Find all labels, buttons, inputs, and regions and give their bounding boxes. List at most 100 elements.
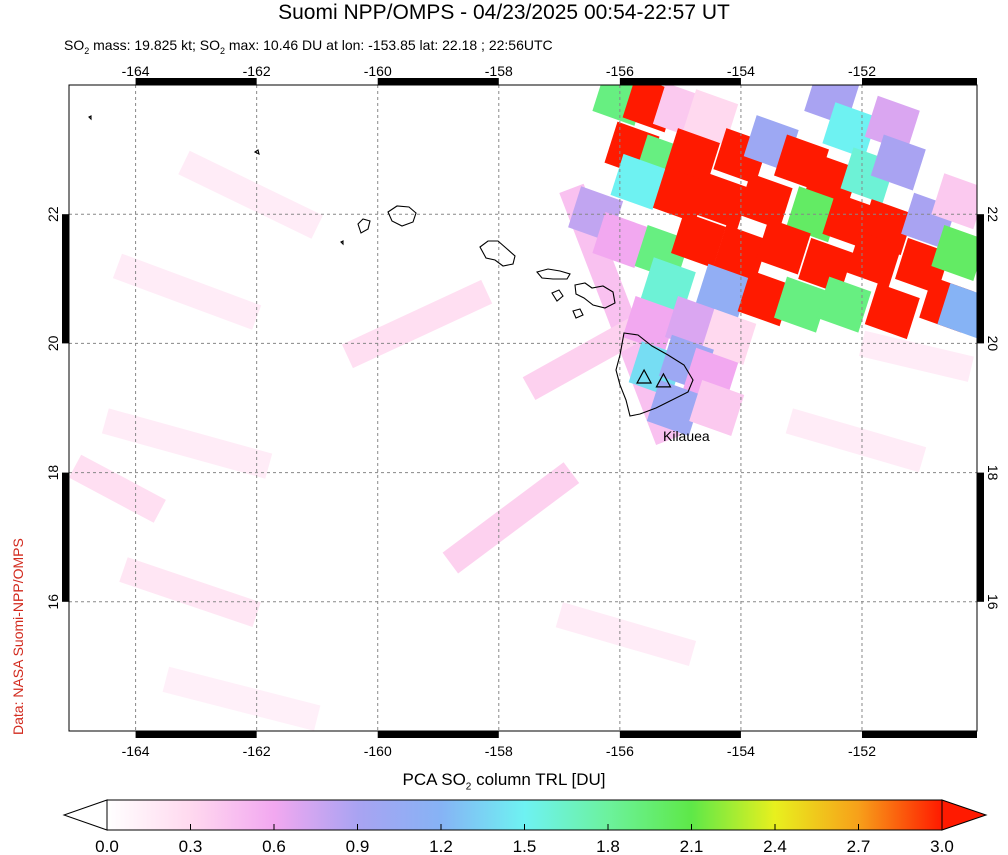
lon-label-bottom-4: -156 [606, 743, 634, 759]
colorbar-label-2: 0.6 [262, 837, 286, 855]
frame-bar-bottom-7 [861, 731, 977, 738]
frame-bar-right-1 [977, 472, 984, 602]
lat-label-left-3: 22 [45, 206, 61, 222]
lat-label-left-0: 16 [45, 594, 61, 610]
so2-cell-43 [622, 296, 678, 352]
so2-cell-34 [931, 225, 977, 281]
colorbar-label-8: 2.4 [763, 837, 787, 855]
frame-bar-left-3 [62, 214, 69, 344]
colorbar-title-sub: 2 [465, 781, 472, 793]
lon-label-bottom-2: -160 [364, 743, 392, 759]
so2-cell-50 [689, 380, 745, 436]
so2-cell-17 [652, 166, 708, 223]
so2-cell-49 [646, 380, 702, 436]
frame-bar-bottom-5 [619, 731, 741, 738]
frame-bar-top-3 [377, 78, 499, 85]
lon-label-bottom-5: -154 [727, 743, 755, 759]
colorbar-label-0: 0.0 [95, 837, 119, 855]
colorbar-title-post: column TRL [DU] [471, 770, 606, 789]
swath-2 [442, 462, 580, 574]
lon-label-bottom-0: -164 [122, 743, 150, 759]
lat-label-right-3: 22 [985, 206, 1001, 222]
so2-cell-9 [665, 128, 720, 185]
swath-11 [785, 408, 927, 473]
frame-bar-left-1 [62, 472, 69, 602]
colorbar-low-arrow [62, 799, 108, 831]
swath-6 [178, 150, 323, 239]
swath-7 [112, 253, 262, 330]
so2-cell-28 [671, 212, 726, 268]
swath-10 [555, 602, 697, 666]
so2-mass-subscript: 2 [84, 45, 90, 56]
so2-cells [568, 85, 977, 436]
colorbar-label-9: 2.7 [847, 837, 871, 855]
colorbar-label-4: 1.2 [429, 837, 453, 855]
island-niihau [357, 218, 371, 234]
island-oahu [479, 240, 516, 267]
lon-label-top-2: -160 [364, 63, 392, 79]
so2-cell-18 [695, 173, 751, 230]
so2-mass-label: SO [64, 37, 85, 53]
island-molokai [536, 268, 571, 280]
lon-label-top-4: -156 [606, 63, 634, 79]
swath-3 [342, 279, 493, 369]
lon-label-bottom-3: -158 [485, 743, 513, 759]
island-maui [574, 282, 616, 309]
lat-label-left-2: 20 [45, 335, 61, 351]
so2-cell-38 [774, 276, 829, 333]
lon-label-top-6: -152 [848, 63, 876, 79]
so2-cell-39 [816, 276, 872, 333]
colorbar-high-arrow [941, 799, 988, 831]
map-title: Suomi NPP/OMPS - 04/23/2025 00:54-22:57 … [278, 1, 730, 24]
colorbar: 0.0 0.3 0.6 0.9 1.2 1.5 1.8 2.1 2.4 2.7 3.0 [62, 799, 988, 855]
hawaii-coastline [88, 115, 694, 417]
colorbar-label-5: 1.5 [513, 837, 537, 855]
frame-bar-bottom-1 [135, 731, 257, 738]
lat-label-right-2: 20 [985, 336, 1001, 352]
so2-cell-30 [755, 218, 811, 275]
so2-cell-5 [822, 102, 878, 159]
so2-summary: SO2 mass: 19.825 kt; SO2 max: 10.46 DU a… [64, 36, 553, 60]
frame-bar-right-3 [977, 214, 984, 344]
colorbar-label-10: 3.0 [930, 837, 954, 855]
lon-label-top-3: -158 [485, 63, 513, 79]
island-kaula [340, 240, 344, 246]
colorbar-label-3: 0.9 [346, 837, 370, 855]
lon-label-top-5: -154 [727, 63, 755, 79]
lon-label-top-1: -162 [243, 63, 271, 79]
so2-cell-31 [798, 237, 854, 294]
so2-cell-32 [846, 231, 902, 288]
frame-bar-top-1 [135, 78, 257, 85]
frame-bar-top-5 [619, 78, 741, 85]
map-frame [68, 84, 978, 732]
so2-cell-42 [937, 283, 977, 339]
colorbar-label-7: 2.1 [680, 837, 704, 855]
colorbar-title: PCA SO2 column TRL [DU] [0, 770, 1008, 792]
so2-cell-19 [737, 173, 793, 230]
volcano-label: Kilauea [663, 428, 710, 444]
so2-cell-15 [870, 134, 926, 191]
island-hawaii [615, 332, 694, 417]
frame-bar-top-7 [861, 78, 977, 85]
island-nihoa-west [88, 115, 92, 121]
so2-cell-24 [931, 173, 977, 230]
so2-cell-3 [683, 89, 739, 146]
lat-label-left-1: 18 [45, 465, 61, 481]
lat-label-right-0: 16 [985, 594, 1001, 610]
so2-cell-40 [864, 283, 920, 340]
frame-bar-bottom-3 [377, 731, 499, 738]
so2-cell-6 [864, 95, 920, 152]
frame-bars [62, 78, 984, 738]
lon-label-bottom-6: -152 [848, 743, 876, 759]
so2-mass-text: mass: 19.825 kt; SO [89, 37, 220, 53]
volcano-marker-0 [636, 368, 653, 384]
lon-label-bottom-1: -162 [243, 743, 271, 759]
lat-label-right-1: 18 [985, 465, 1001, 481]
swath-5 [119, 557, 261, 627]
colorbar-label-6: 1.8 [596, 837, 620, 855]
grid-lines [69, 85, 977, 731]
volcano-marker-1 [655, 372, 672, 388]
island-lanai [551, 289, 564, 302]
so2-max-text: max: 10.46 DU at lon: -153.85 lat: 22.18… [225, 37, 553, 53]
